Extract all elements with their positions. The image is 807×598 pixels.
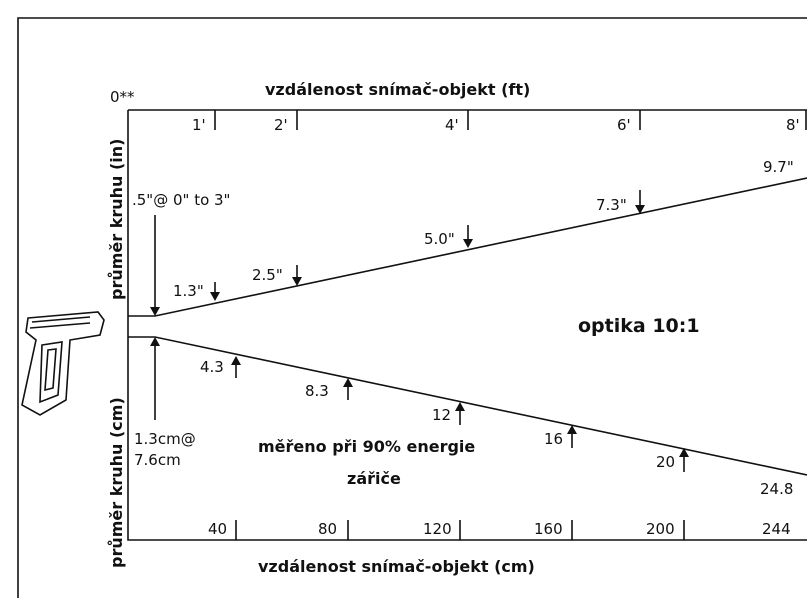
lower-arrows	[150, 337, 689, 472]
spot-label: 9.7"	[763, 158, 794, 176]
spot-label: 2.5"	[252, 266, 283, 284]
top-tick-label: 6'	[617, 116, 631, 134]
spot-label: 20	[656, 453, 675, 471]
axes	[127, 109, 807, 541]
bottom-tick-label: 80	[318, 520, 337, 538]
top-axis-title: vzdálenost snímač-objekt (ft)	[265, 80, 530, 99]
bottom-tick-label: 120	[423, 520, 452, 538]
bottom-tick-label: 40	[208, 520, 227, 538]
thermometer-icon	[21, 311, 105, 416]
spot-label: 24.8	[760, 480, 793, 498]
top-tick-label: 4'	[445, 116, 459, 134]
top-tick-label: 8'	[786, 116, 800, 134]
spot-label: 1.3cm@	[134, 430, 196, 448]
upper-arrows	[150, 190, 645, 316]
spot-label: 5.0"	[424, 230, 455, 248]
spot-label: 7.6cm	[134, 451, 181, 469]
note: měřeno při 90% energie	[258, 437, 475, 456]
left-label-upper: průměr kruhu (in)	[107, 139, 126, 301]
left-label-lower: průměr kruhu (cm)	[107, 397, 126, 568]
spot-label: 7.3"	[596, 196, 627, 214]
spot-label: 12	[432, 406, 451, 424]
top-tick-label: 2'	[274, 116, 288, 134]
optics-label: optika 10:1	[578, 315, 700, 337]
bottom-tick-label: 200	[646, 520, 675, 538]
spot-label: .5"@ 0" to 3"	[132, 191, 230, 209]
beam	[128, 177, 807, 476]
spot-label: 8.3	[305, 382, 329, 400]
top-tick-label: 1'	[192, 116, 206, 134]
bottom-tick-marks	[235, 520, 685, 540]
bottom-tick-label: 160	[534, 520, 563, 538]
spot-label: 1.3"	[173, 282, 204, 300]
frame	[17, 17, 807, 598]
spot-label: 4.3	[200, 358, 224, 376]
spot-label: 16	[544, 430, 563, 448]
bottom-axis-title: vzdálenost snímač-objekt (cm)	[258, 557, 535, 576]
note: zářiče	[347, 469, 401, 488]
top-tick-marks	[214, 110, 807, 130]
bottom-tick-label: 244	[762, 520, 791, 538]
origin-label: 0**	[110, 88, 135, 106]
